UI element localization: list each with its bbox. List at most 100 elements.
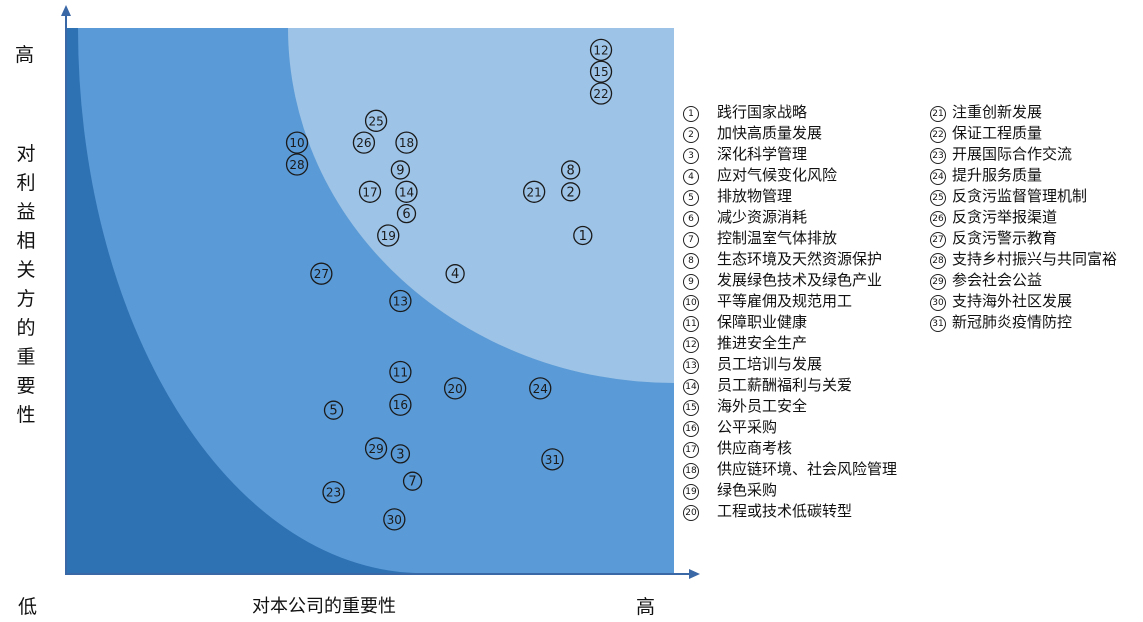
point-label: 1 [579, 229, 587, 244]
legend-item: 31 新冠肺炎疫情防控 [930, 312, 1072, 333]
point-label: 25 [368, 114, 383, 128]
legend-number: 4 [683, 169, 699, 185]
point-marker [323, 400, 344, 420]
legend-item: 30 支持海外社区发展 [930, 291, 1072, 312]
point-31: 31 [541, 448, 564, 471]
point-marker [589, 38, 613, 61]
point-marker [285, 153, 309, 176]
legend-number: 6 [683, 211, 699, 227]
point-12: 12 [589, 38, 613, 61]
legend-number: 30 [930, 295, 946, 311]
point-4: 4 [445, 264, 465, 284]
y-axis-title-char: 的 [16, 317, 36, 339]
legend-number: 11 [683, 316, 699, 332]
legend-number: 21 [930, 106, 946, 122]
point-marker [395, 131, 418, 154]
point-marker [358, 180, 382, 203]
point-label: 10 [289, 136, 304, 150]
point-22: 22 [589, 82, 613, 105]
legend-label: 新冠肺炎疫情防控 [952, 313, 1073, 331]
legend-item: 22 保证工程质量 [930, 123, 1042, 144]
y-axis-title-char: 对 [16, 143, 36, 165]
legend-label: 反贪污举报渠道 [952, 208, 1058, 226]
legend-item: 25 反贪污监督管理机制 [930, 186, 1087, 207]
zone-high [288, 28, 674, 383]
point-label: 18 [399, 136, 414, 150]
point-28: 28 [285, 153, 309, 176]
legend-item: 19 绿色采购 [683, 480, 777, 501]
legend-item: 15 海外员工安全 [683, 396, 807, 417]
y-axis-arrow-icon [61, 5, 71, 16]
point-label: 21 [527, 185, 542, 199]
point-label: 7 [408, 475, 416, 490]
legend-number: 17 [683, 442, 699, 458]
legend-item: 3 深化科学管理 [683, 144, 807, 165]
legend-item: 20 工程或技术低碳转型 [683, 501, 852, 522]
legend-number: 13 [683, 358, 699, 374]
legend-number: 24 [930, 169, 946, 185]
point-label: 20 [447, 382, 462, 396]
legend-number: 3 [683, 148, 699, 164]
point-5: 5 [323, 400, 344, 420]
point-label: 26 [356, 136, 371, 150]
legend-number: 15 [683, 400, 699, 416]
legend-label: 保障职业健康 [717, 313, 808, 331]
legend-item: 28 支持乡村振兴与共同富裕 [930, 249, 1117, 270]
y-axis-title-char: 关 [16, 259, 36, 281]
point-9: 9 [390, 160, 411, 180]
legend-label: 控制温室气体排放 [717, 229, 838, 247]
legend-label: 参会社会公益 [952, 271, 1043, 289]
legend-number: 1 [683, 106, 699, 122]
legend-number: 23 [930, 148, 946, 164]
legend-item: 26 反贪污举报渠道 [930, 207, 1057, 228]
point-18: 18 [395, 131, 418, 154]
legend-number: 26 [930, 211, 946, 227]
legend-label: 践行国家战略 [717, 103, 808, 121]
point-label: 2 [566, 185, 574, 200]
point-label: 24 [533, 382, 548, 396]
legend-label: 加快高质量发展 [717, 124, 823, 142]
legend-label: 发展绿色技术及绿色产业 [717, 271, 883, 289]
legend-label: 员工培训与发展 [717, 355, 823, 373]
point-marker [396, 203, 417, 224]
legend-label: 反贪污监督管理机制 [952, 187, 1088, 205]
point-marker [364, 109, 388, 132]
point-10: 10 [285, 131, 309, 154]
point-marker [389, 393, 412, 416]
legend-item: 4 应对气候变化风险 [683, 165, 837, 186]
point-marker [589, 82, 613, 105]
x-low-label: 低 [18, 596, 38, 618]
legend-label: 供应商考核 [717, 439, 793, 457]
point-label: 16 [393, 398, 408, 412]
legend-label: 应对气候变化风险 [717, 166, 838, 184]
legend-number: 5 [683, 190, 699, 206]
legend-label: 支持海外社区发展 [952, 292, 1073, 310]
point-marker [364, 437, 388, 460]
legend-label: 开展国际合作交流 [952, 145, 1073, 163]
legend-item: 13 员工培训与发展 [683, 354, 822, 375]
legend-label: 深化科学管理 [717, 145, 808, 163]
point-24: 24 [529, 377, 552, 400]
point-marker [443, 377, 467, 400]
point-label: 22 [593, 87, 608, 101]
y-axis-title-char: 利 [16, 172, 36, 194]
point-marker [589, 60, 613, 83]
legend-item: 14 员工薪酬福利与关爱 [683, 375, 852, 396]
point-marker [573, 225, 593, 246]
legend-label: 工程或技术低碳转型 [717, 502, 853, 520]
legend-label: 排放物管理 [717, 187, 793, 205]
legend-item: 1 践行国家战略 [683, 102, 807, 123]
legend-label: 减少资源消耗 [717, 208, 808, 226]
point-label: 4 [451, 267, 459, 282]
point-marker [377, 224, 400, 247]
legend-item: 29 参会社会公益 [930, 270, 1042, 291]
legend-label: 绿色采购 [717, 481, 778, 499]
legend-label: 推进安全生产 [717, 334, 808, 352]
point-1: 1 [573, 225, 593, 246]
point-14: 14 [395, 180, 418, 203]
y-axis-title-char: 重 [16, 346, 36, 368]
x-axis-title: 对本公司的重要性 [252, 596, 396, 617]
point-23: 23 [322, 480, 345, 504]
y-axis-title-char: 方 [16, 288, 36, 310]
